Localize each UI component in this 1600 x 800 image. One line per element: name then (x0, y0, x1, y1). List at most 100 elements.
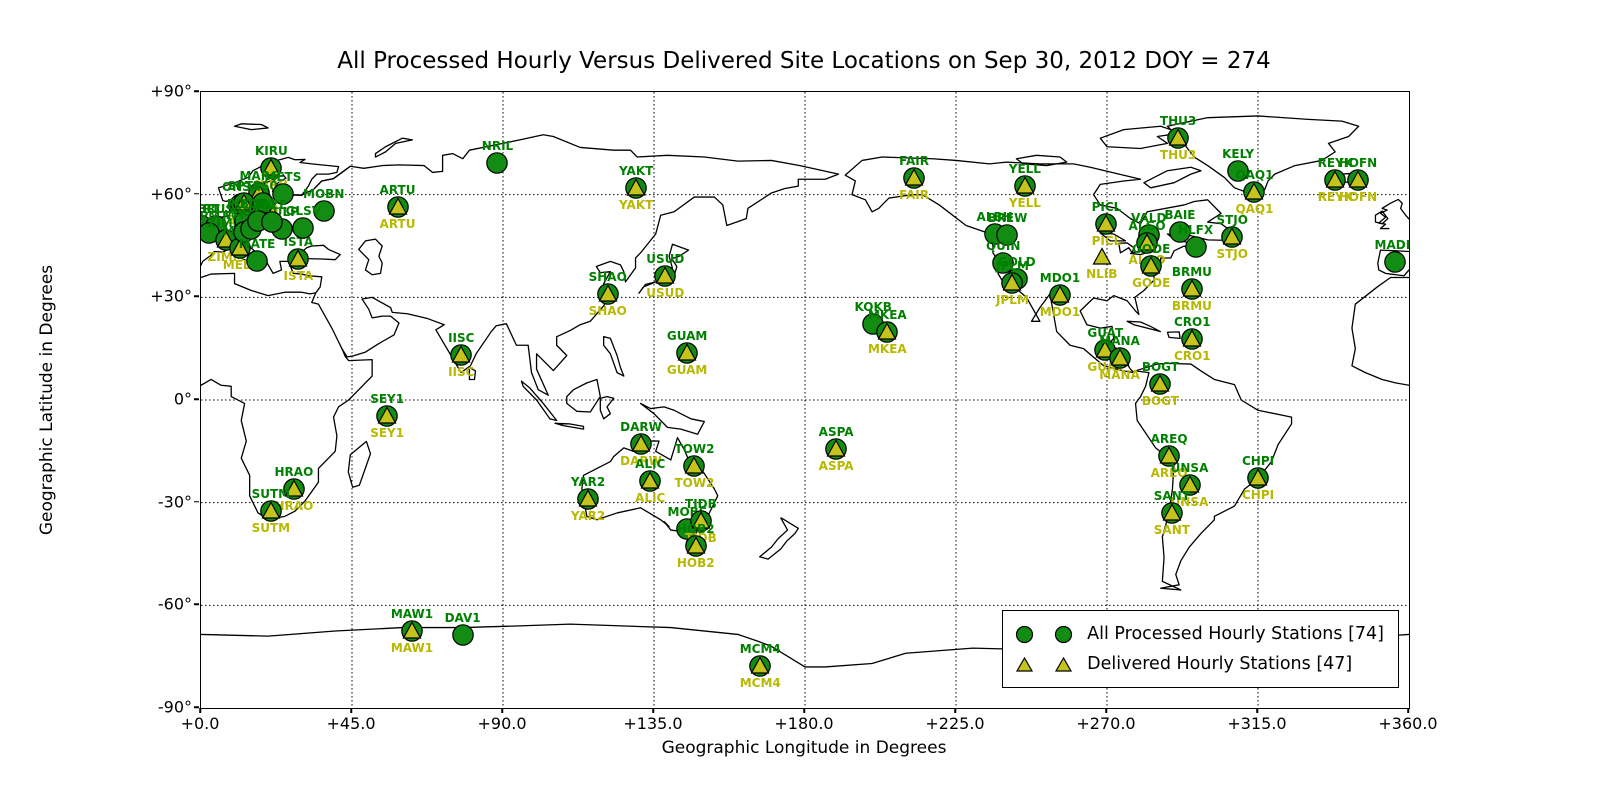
station-label-yellow: ALIC (635, 491, 666, 505)
station-label-yellow: CRO1 (1173, 349, 1211, 364)
x-tick-label: +270.0 (1076, 714, 1136, 733)
processed-and-delivered-marker (1243, 181, 1266, 203)
station-label-green: GUAT (1087, 326, 1124, 341)
station-label-green: JPLM (996, 258, 1029, 273)
station-label-green: GLSV (285, 203, 322, 218)
x-tick-label: +315.0 (1227, 714, 1287, 733)
x-tick-mark (652, 708, 654, 713)
processed-and-delivered-marker (283, 477, 305, 500)
delivered-triangle-marker (1092, 247, 1112, 265)
station-label-yellow: THU3 (1159, 148, 1197, 163)
station-label-green: TOW2 (674, 441, 715, 456)
y-tick-label: +30° (150, 286, 192, 306)
station-label-green: KOKB (854, 300, 892, 315)
station-label-green: REYK (1317, 156, 1354, 171)
y-tick-mark (194, 500, 199, 503)
processed-circle-marker (996, 224, 1019, 247)
processed-and-delivered-marker (260, 156, 283, 179)
y-axis-label: Geographic Latitude in Degrees (37, 264, 57, 536)
station-label-yellow: DARW (620, 453, 662, 468)
x-tick-label: +135.0 (623, 714, 683, 733)
station-label-green: HOFN (1338, 156, 1378, 171)
station-label-green: MCM4 (739, 642, 781, 657)
x-tick-mark (350, 708, 352, 713)
processed-and-delivered-marker (1049, 284, 1071, 306)
station-label-green: ONSA (221, 179, 261, 194)
station-label-green: IISC (448, 331, 475, 346)
station-label-green: USUD (646, 252, 685, 267)
x-tick-label: +0.0 (180, 714, 220, 733)
station-label-yellow: MAW1 (390, 641, 434, 656)
station-label-yellow: USUD (646, 286, 685, 301)
processed-circle-marker (1169, 220, 1191, 243)
station-label-green: GOLD (997, 254, 1036, 269)
station-label-yellow: YAR2 (570, 509, 606, 524)
x-tick-label: +180.0 (774, 714, 834, 733)
x-tick-mark (501, 708, 503, 713)
station-label-green: MADR (1374, 237, 1409, 252)
station-label-yellow: NLIB (1086, 267, 1118, 282)
processed-and-delivered-marker (1158, 445, 1180, 468)
y-tick-label: -60° (157, 594, 192, 614)
station-label-green: ISTA (283, 235, 314, 250)
station-label-green: ALBH (976, 210, 1013, 225)
station-label-green: HRAO (274, 464, 314, 479)
processed-and-delivered-marker (1181, 278, 1203, 301)
processed-and-delivered-marker (401, 620, 423, 643)
station-label-yellow: MKEA (867, 342, 907, 357)
processed-and-delivered-marker (1221, 226, 1244, 248)
processed-circle-marker (246, 250, 268, 272)
station-label-green: HERT (201, 201, 220, 216)
processed-circle-marker (992, 252, 1014, 275)
station-label-green: SUTM (251, 486, 291, 501)
station-label-green: BRUS (200, 202, 235, 217)
y-tick-label: +90° (150, 81, 192, 101)
x-tick-mark (1256, 708, 1258, 713)
processed-and-delivered-marker (749, 655, 772, 678)
station-label-green: CHPI (1241, 453, 1275, 468)
x-tick-label: +90.0 (477, 714, 527, 733)
plot-area: KIRUKIRUMAR6MAR6ONSASPT0SPT0VIS0METSMOBN… (200, 91, 1410, 709)
legend-processed-label: All Processed Hourly Stations [74] (1087, 624, 1384, 644)
station-label-green: METS (264, 169, 302, 184)
station-label-yellow: YELL (1008, 196, 1041, 211)
station-label-green: VIS0 (247, 178, 279, 193)
station-label-green: MAW1 (390, 607, 434, 622)
processed-circle-marker (486, 151, 509, 174)
station-label-yellow: BOGT (1141, 394, 1179, 409)
station-label-yellow: ASPA (818, 459, 854, 474)
station-label-green: ALGO (1128, 218, 1166, 233)
station-label-yellow: BRMU (1171, 299, 1212, 314)
processed-and-delivered-marker (577, 488, 599, 511)
station-label-yellow: QAQ1 (1235, 202, 1274, 217)
station-label-yellow: HRAO (274, 498, 314, 513)
station-label-green: CRO1 (1173, 315, 1211, 330)
station-label-green: JOZE (255, 197, 288, 212)
station-label-yellow: MANA (1099, 368, 1140, 383)
processed-circle-marker (260, 210, 283, 233)
processed-and-delivered-marker (1247, 466, 1269, 489)
station-label-green: ARTU (379, 182, 416, 197)
processed-and-delivered-marker (1161, 502, 1183, 525)
station-markers-layer: KIRUKIRUMAR6MAR6ONSASPT0SPT0VIS0METSMOBN… (201, 92, 1409, 708)
station-label-green: SPT0 (227, 178, 262, 193)
station-label-yellow: TOW2 (674, 475, 715, 490)
processed-and-delivered-marker (825, 438, 847, 460)
processed-and-delivered-marker (684, 535, 707, 558)
station-label-yellow: AREQ (1150, 466, 1188, 481)
station-label-green: BAIE (1164, 207, 1196, 222)
station-label-green: DAV1 (444, 610, 481, 625)
x-tick-label: +45.0 (326, 714, 376, 733)
station-label-green: FAIR (899, 153, 929, 168)
station-label-green: SHAO (588, 269, 627, 284)
processed-and-delivered-marker (287, 248, 310, 271)
processed-and-delivered-marker (376, 405, 398, 427)
station-label-yellow: JPLM (996, 292, 1029, 307)
station-label-green: OPMT (200, 208, 229, 223)
processed-and-delivered-marker (630, 433, 652, 455)
station-label-green: POTS (226, 196, 263, 211)
chart-title: All Processed Hourly Versus Delivered Si… (337, 48, 1271, 74)
processed-circle-marker (292, 216, 315, 239)
y-tick-mark (194, 603, 199, 606)
y-tick-mark (194, 192, 199, 195)
